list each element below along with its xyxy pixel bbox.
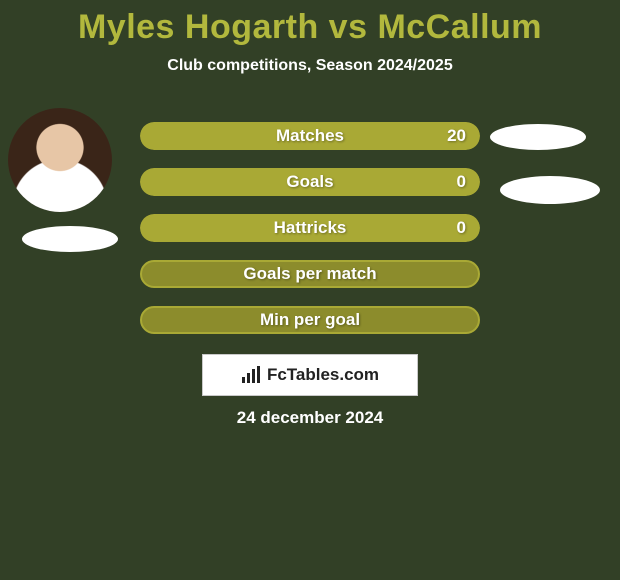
brand-text: FcTables.com xyxy=(267,365,379,385)
stat-bar-fill xyxy=(140,168,480,196)
stat-bar: Hattricks0 xyxy=(140,214,480,242)
stat-bar: Matches20 xyxy=(140,122,480,150)
stat-bar: Min per goal xyxy=(140,306,480,334)
date-text: 24 december 2024 xyxy=(0,408,620,428)
comparison-card: Myles Hogarth vs McCallum Club competiti… xyxy=(0,0,620,580)
page-subtitle: Club competitions, Season 2024/2025 xyxy=(0,57,620,75)
stat-bar-track xyxy=(140,260,480,288)
player-right-name-oval xyxy=(500,176,600,204)
stat-bar-track xyxy=(140,122,480,150)
stat-bar-track xyxy=(140,214,480,242)
avatar-image-placeholder xyxy=(8,108,112,212)
stat-bar: Goals0 xyxy=(140,168,480,196)
stat-bar-track xyxy=(140,168,480,196)
brand-bars-icon xyxy=(241,366,261,384)
player-left-name-oval xyxy=(22,226,118,252)
page-title: Myles Hogarth vs McCallum xyxy=(0,0,620,47)
stat-bar: Goals per match xyxy=(140,260,480,288)
stat-bar-fill xyxy=(140,122,480,150)
brand-badge[interactable]: FcTables.com xyxy=(202,354,418,396)
stat-bar-fill xyxy=(140,214,480,242)
player-right-avatar-oval xyxy=(490,124,586,150)
stat-bar-track xyxy=(140,306,480,334)
player-left-avatar xyxy=(8,108,112,212)
stat-bars: Matches20 Goals0 Hattricks0 Goals per match… xyxy=(140,122,480,352)
